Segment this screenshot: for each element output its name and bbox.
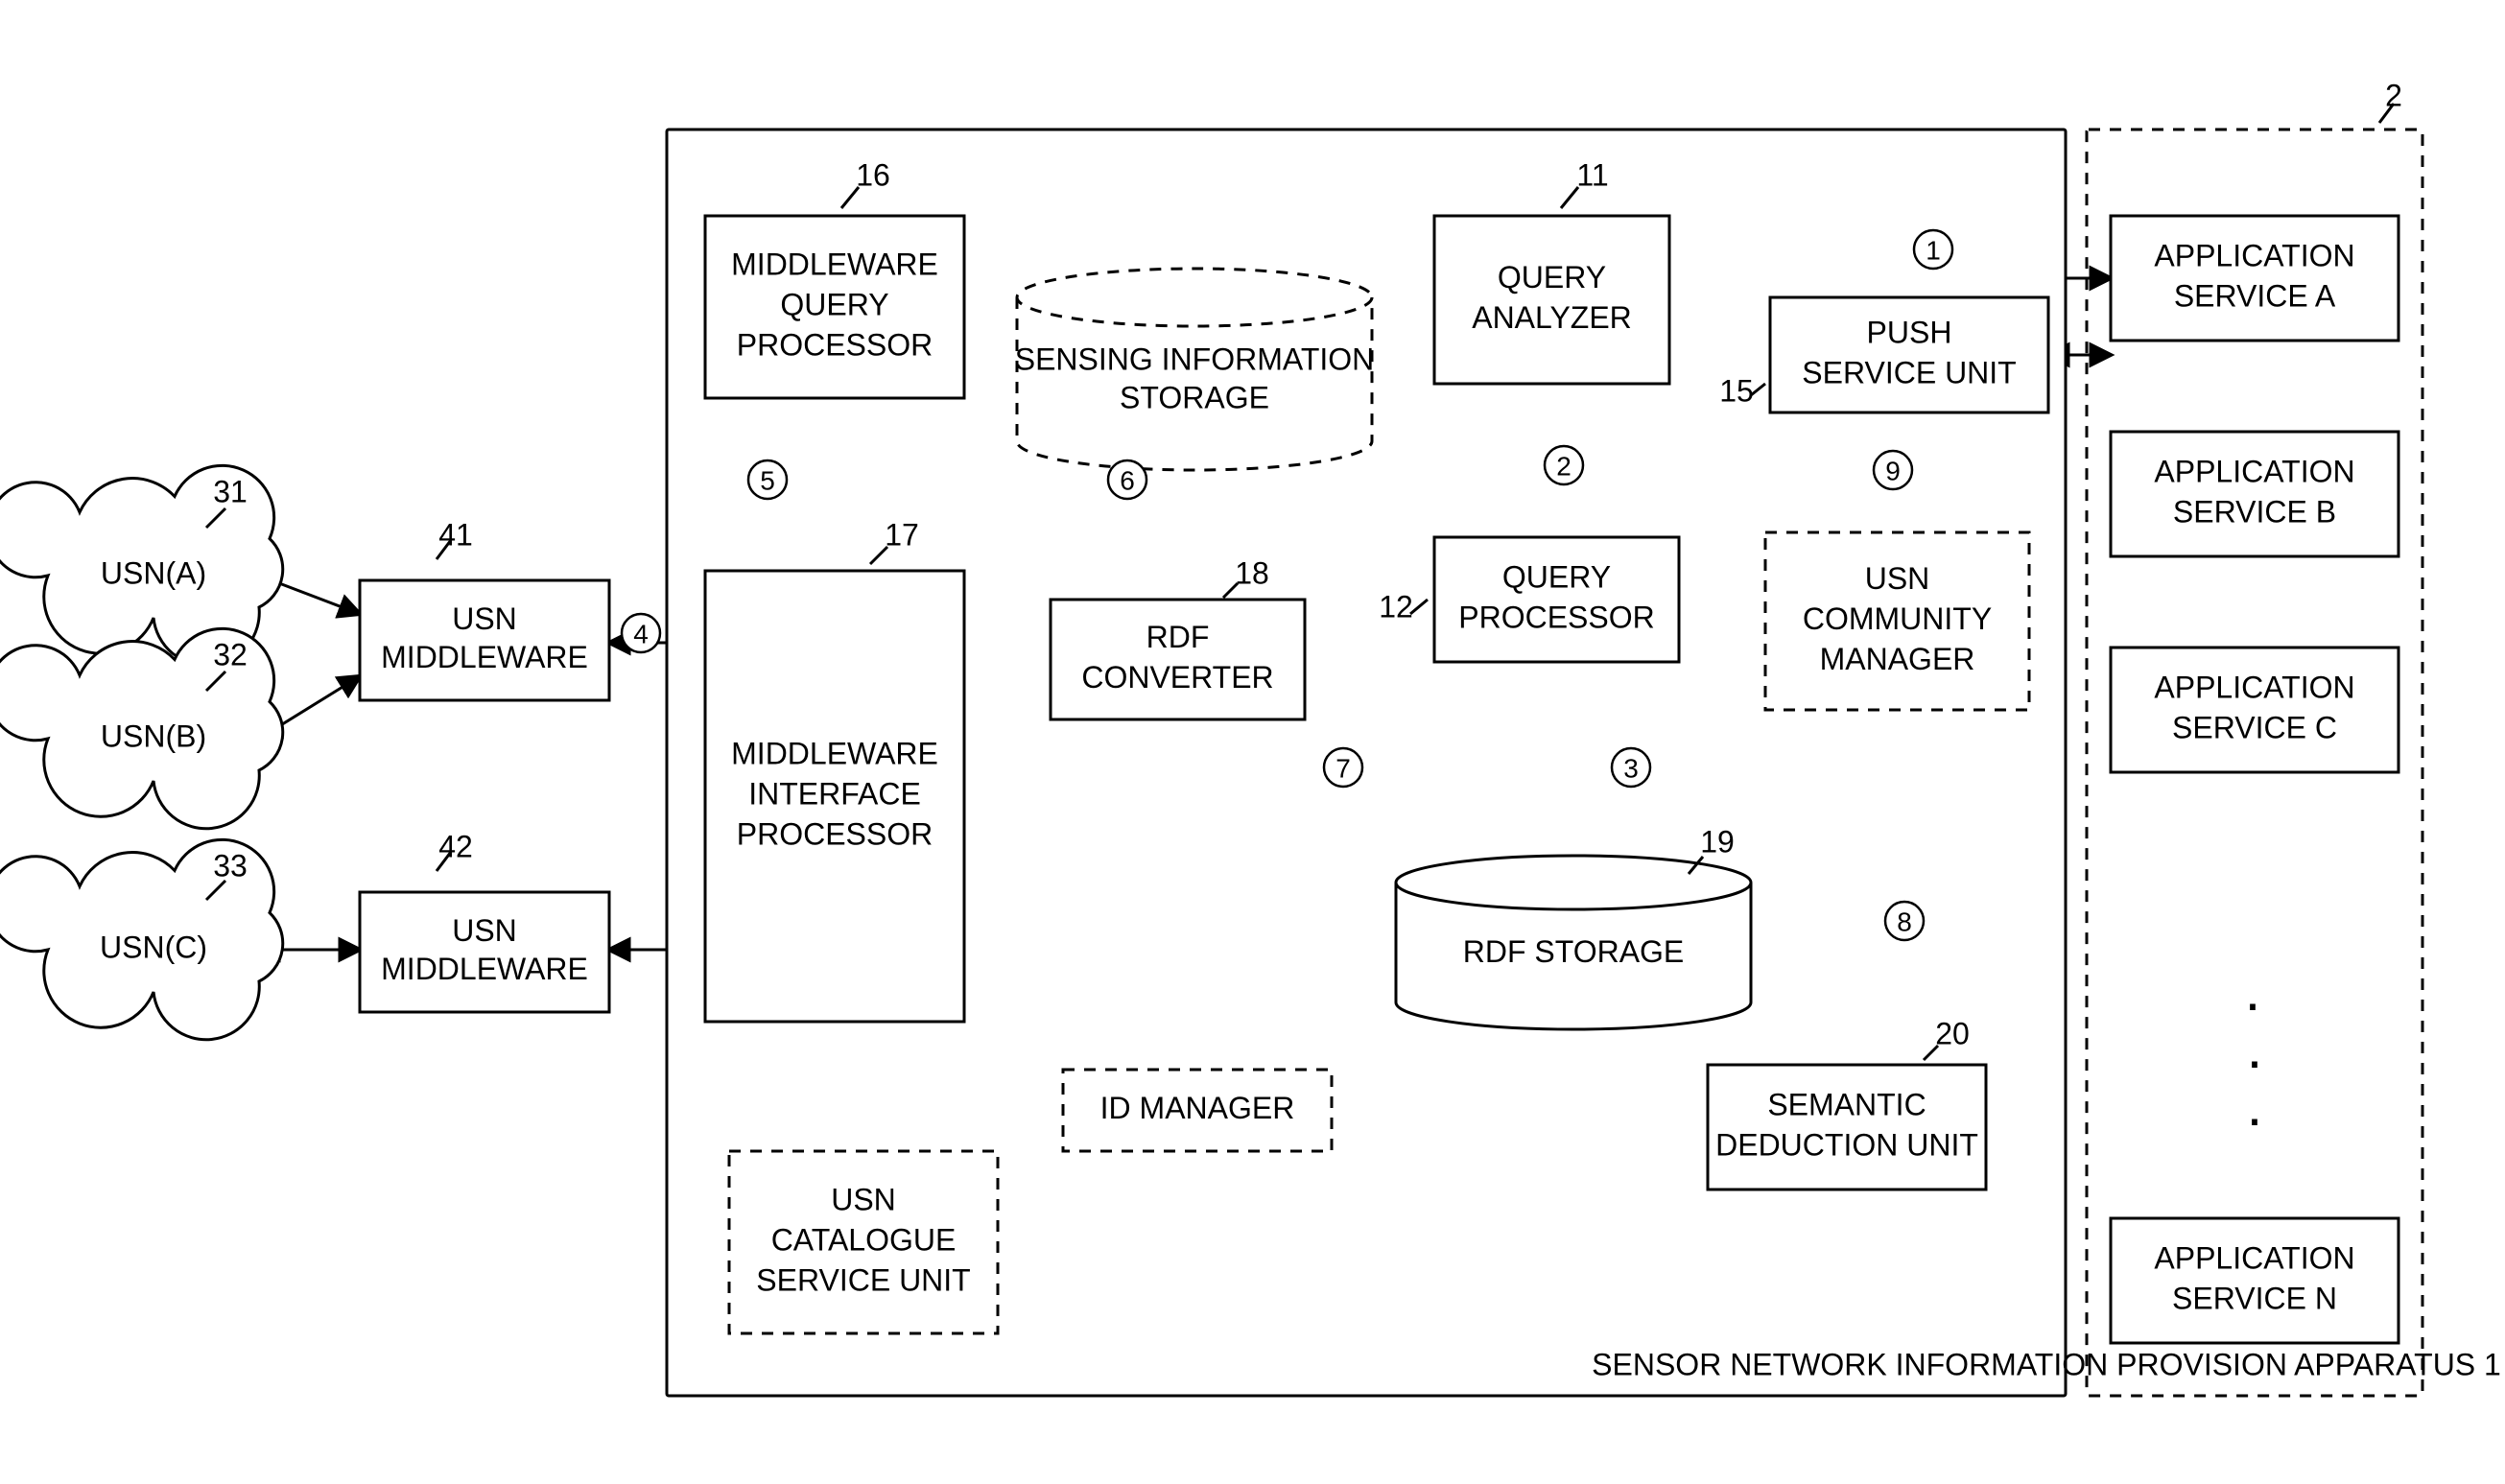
label-usn-mw-1-line-0: USN	[452, 601, 517, 636]
rdf-cyl-ref: 19	[1700, 824, 1735, 859]
cloud-label-usn-a: USN(A)	[101, 555, 206, 590]
label-usn-mw-2-line-1: MIDDLEWARE	[381, 952, 588, 986]
svg-text:·: ·	[2245, 1028, 2264, 1093]
circ-txt-2: 2	[1556, 452, 1572, 482]
label-usn-comm-line-2: MANAGER	[1820, 642, 1975, 676]
cloud-label-usn-b: USN(B)	[101, 718, 206, 753]
label-query-proc-line-0: QUERY	[1502, 559, 1611, 594]
circ-txt-9: 9	[1885, 457, 1901, 486]
circ-txt-4: 4	[633, 620, 649, 649]
label-query-proc-line-1: PROCESSOR	[1458, 600, 1654, 634]
ref-usn-mw-1: 41	[438, 517, 473, 552]
label-usn-comm-line-0: USN	[1865, 561, 1930, 596]
ref-usn-mw-2: 42	[438, 829, 473, 863]
cloud-label-usn-c: USN(C)	[100, 930, 207, 964]
label-push-svc-line-0: PUSH	[1867, 315, 1952, 349]
label-usn-mw-1-line-1: MIDDLEWARE	[381, 640, 588, 674]
ref-mw-query-proc: 16	[856, 157, 890, 192]
label-semantic-line-1: DEDUCTION UNIT	[1715, 1127, 1978, 1162]
main-frame-label: SENSOR NETWORK INFORMATION PROVISION APP…	[1592, 1347, 2501, 1381]
label-mw-if-proc-line-2: PROCESSOR	[737, 816, 933, 851]
sensing-cyl-label-line-1: STORAGE	[1120, 380, 1269, 414]
label-usn-cat-line-2: SERVICE UNIT	[756, 1262, 970, 1297]
label-usn-cat-line-1: CATALOGUE	[771, 1222, 957, 1257]
label-usn-mw-2-line-0: USN	[452, 913, 517, 948]
rdf-cyl-label-line-0: RDF STORAGE	[1463, 934, 1685, 969]
label-app-c-line-0: APPLICATION	[2154, 670, 2354, 704]
ref-rdf-converter: 18	[1235, 555, 1269, 590]
circ-txt-8: 8	[1897, 907, 1912, 937]
cloud-ref-usn-b: 32	[213, 637, 248, 671]
circ-txt-5: 5	[760, 466, 775, 496]
label-app-n-line-0: APPLICATION	[2154, 1240, 2354, 1275]
label-semantic-line-0: SEMANTIC	[1767, 1087, 1926, 1121]
label-mw-query-proc-line-2: PROCESSOR	[737, 327, 933, 362]
ref-mw-if-proc: 17	[885, 517, 919, 552]
app-ellipsis: ·	[2243, 971, 2266, 1035]
label-app-b-line-0: APPLICATION	[2154, 454, 2354, 488]
label-mw-if-proc-line-1: INTERFACE	[748, 776, 921, 811]
ref-push-svc: 15	[1719, 373, 1754, 408]
app-frame-ref: 2	[2385, 78, 2402, 112]
label-app-a-line-0: APPLICATION	[2154, 238, 2354, 272]
label-usn-cat-line-0: USN	[831, 1182, 896, 1216]
svg-text:·: ·	[2245, 1086, 2264, 1150]
label-app-b-line-1: SERVICE B	[2173, 494, 2336, 529]
label-usn-comm-line-1: COMMUNITY	[1803, 601, 1992, 636]
cloud-ref-usn-a: 31	[213, 474, 248, 508]
circ-txt-6: 6	[1120, 466, 1135, 496]
circ-txt-7: 7	[1335, 754, 1351, 784]
label-push-svc-line-1: SERVICE UNIT	[1802, 355, 2016, 389]
label-rdf-converter-line-0: RDF	[1146, 620, 1210, 654]
label-id-mgr-line-0: ID MANAGER	[1100, 1091, 1295, 1125]
label-mw-query-proc-line-1: QUERY	[780, 287, 888, 321]
label-mw-if-proc-line-0: MIDDLEWARE	[731, 736, 938, 770]
cloud-ref-usn-c: 33	[213, 848, 248, 883]
circ-txt-1: 1	[1926, 236, 1941, 266]
ref-query-proc: 12	[1379, 589, 1413, 624]
ref-semantic: 20	[1935, 1016, 1970, 1050]
label-query-analyzer-line-0: QUERY	[1498, 260, 1606, 294]
label-rdf-converter-line-1: CONVERTER	[1081, 660, 1273, 695]
circ-txt-3: 3	[1623, 754, 1639, 784]
diagram-canvas: SENSOR NETWORK INFORMATION PROVISION APP…	[0, 0, 2505, 1484]
sensing-cyl-label-line-0: SENSING INFORMATION	[1015, 342, 1375, 376]
label-app-c-line-1: SERVICE C	[2172, 710, 2337, 744]
label-app-n-line-1: SERVICE N	[2172, 1281, 2337, 1315]
label-query-analyzer-line-1: ANALYZER	[1472, 300, 1632, 335]
label-mw-query-proc-line-0: MIDDLEWARE	[731, 247, 938, 281]
ref-query-analyzer: 11	[1576, 157, 1608, 192]
label-app-a-line-1: SERVICE A	[2174, 278, 2336, 313]
